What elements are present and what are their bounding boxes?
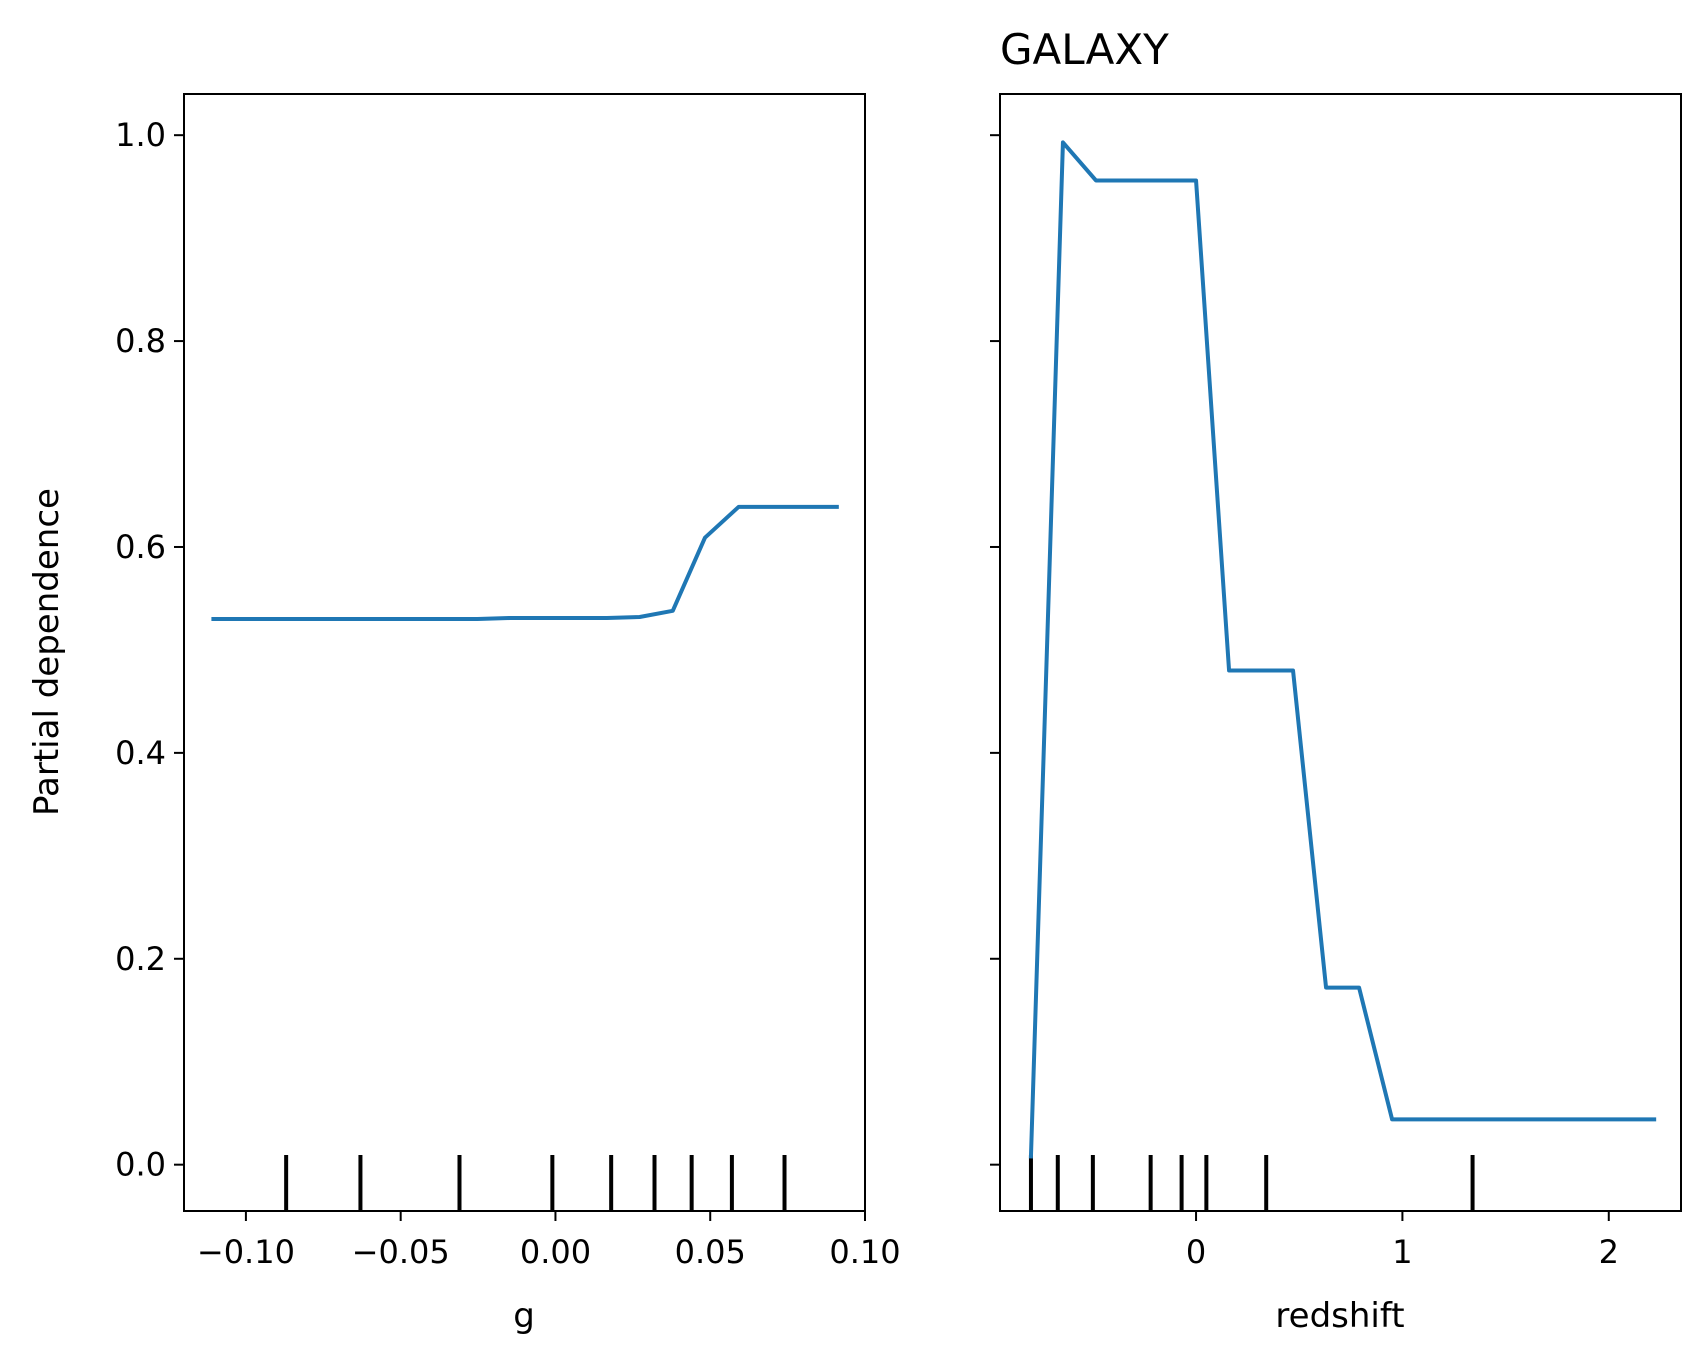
panel-g-data-point-1: [475, 617, 479, 621]
panel-redshift-x-tick-label-0: 0: [1186, 1233, 1206, 1271]
panel-redshift-data-point-0: [1029, 1154, 1033, 1158]
panel-redshift-data-point-8: [1390, 1117, 1394, 1121]
panel-redshift-marks: 0 1 2: [990, 93, 1682, 1271]
panel-g-data-point-0: [211, 617, 215, 621]
panel-g-y-tick-label-5: 1.0: [115, 116, 166, 154]
panel-g-x-tick-label-2: 0.00: [520, 1233, 591, 1271]
panel-g-y-tick-label-1: 0.2: [115, 940, 166, 978]
panel-g-data-point-4: [638, 615, 642, 619]
panel-g-frame: [183, 93, 866, 1212]
panel-g-data-point-7: [737, 505, 741, 509]
panel-g-x-tick-label-1: −0.05: [352, 1233, 450, 1271]
panel-g-x-axis-label: g: [513, 1296, 535, 1336]
panel-redshift-data-point-3: [1194, 178, 1198, 182]
panel-redshift-data-point-4: [1227, 669, 1231, 673]
panel-redshift-frame: [999, 93, 1682, 1212]
panel-g-x-tick-label-4: 0.10: [829, 1233, 900, 1271]
panel-redshift: GALAXY 0 1 2 redshift: [990, 25, 1682, 1336]
panel-g: −0.10 −0.05 0.00 0.05 0.10 0.0 0.2 0.4 0.6 0.8 1.0…: [115, 93, 901, 1336]
panel-redshift-data-point-9: [1652, 1117, 1656, 1121]
panel-g-data-point-8: [769, 505, 773, 509]
panel-redshift-x-axis-label: redshift: [1275, 1296, 1404, 1336]
panel-g-series-line: [211, 504, 839, 622]
panel-g-marks: −0.10 −0.05 0.00 0.05 0.10 0.0 0.2 0.4 0.6 0.8 1.0: [115, 93, 901, 1271]
panel-g-x-tick-label-3: 0.05: [675, 1233, 746, 1271]
panel-g-data-point-2: [508, 616, 512, 620]
panel-redshift-x-tick-label-1: 1: [1392, 1233, 1412, 1271]
panel-g-data-point-9: [835, 505, 839, 509]
panel-g-data-point-3: [605, 616, 609, 620]
panel-redshift-data-point-7: [1357, 986, 1361, 990]
panel-redshift-data-point-2: [1094, 178, 1098, 182]
y-axis-label: Partial dependence: [27, 488, 67, 816]
panel-redshift-x-tick-label-2: 2: [1599, 1233, 1619, 1271]
panel-g-y-tick-label-2: 0.4: [115, 734, 166, 772]
panel-redshift-title: GALAXY: [1000, 25, 1169, 74]
panel-g-y-tick-label-0: 0.0: [115, 1146, 166, 1184]
panel-redshift-series-line: [1028, 140, 1657, 1159]
panel-redshift-data-point-6: [1324, 986, 1328, 990]
panel-redshift-data-point-5: [1291, 669, 1295, 673]
panel-g-y-tick-label-4: 0.8: [115, 322, 166, 360]
panel-g-data-point-6: [703, 536, 707, 540]
panel-g-y-tick-label-3: 0.6: [115, 528, 166, 566]
panel-redshift-data-point-1: [1061, 140, 1065, 144]
panel-g-x-tick-label-0: −0.10: [197, 1233, 295, 1271]
panel-g-data-point-5: [671, 609, 675, 613]
